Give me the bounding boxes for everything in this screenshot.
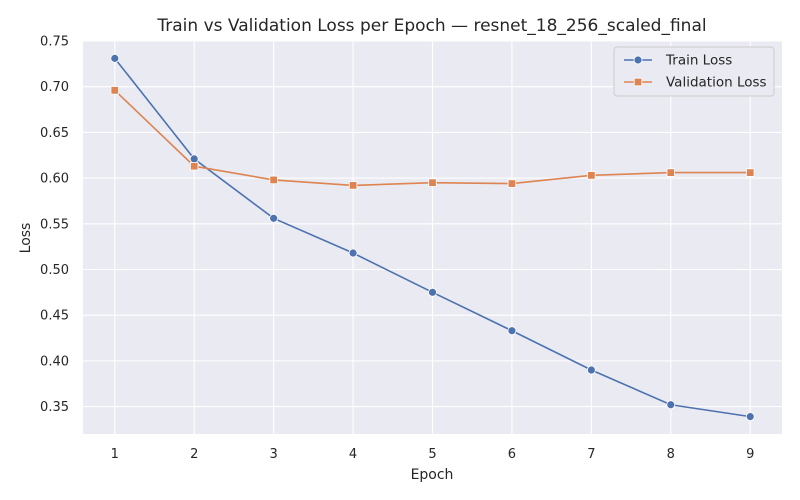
- chart-title: Train vs Validation Loss per Epoch — res…: [156, 16, 706, 36]
- data-point: [190, 162, 198, 170]
- x-tick-label: 8: [667, 447, 675, 462]
- y-tick-label: 0.50: [40, 263, 69, 278]
- legend: Train Loss Validation Loss: [614, 47, 774, 96]
- y-axis-label: Loss: [18, 223, 34, 254]
- legend-marker: [634, 78, 642, 86]
- legend-marker: [634, 56, 642, 64]
- data-point: [746, 169, 754, 177]
- data-point: [111, 54, 119, 62]
- x-tick-label: 2: [190, 447, 198, 462]
- legend-label: Validation Loss: [666, 75, 767, 91]
- x-tick-label: 5: [428, 447, 436, 462]
- data-point: [587, 366, 595, 374]
- y-tick-label: 0.75: [40, 35, 69, 50]
- data-point: [667, 401, 675, 409]
- data-point: [508, 327, 516, 335]
- y-tick-label: 0.60: [40, 172, 69, 187]
- data-point: [746, 413, 754, 421]
- x-tick-label: 9: [746, 447, 754, 462]
- data-point: [270, 214, 278, 222]
- data-point: [190, 155, 198, 163]
- x-axis-label: Epoch: [411, 467, 454, 483]
- data-point: [270, 176, 278, 184]
- x-tick-label: 6: [508, 447, 516, 462]
- x-tick-label: 3: [269, 447, 277, 462]
- data-point: [429, 179, 437, 187]
- y-tick-label: 0.45: [40, 309, 69, 324]
- x-axis-ticks: 1 2 3 4 5 6 7 8 9: [111, 447, 755, 462]
- y-tick-label: 0.70: [40, 80, 69, 95]
- data-point: [667, 169, 675, 177]
- y-tick-label: 0.55: [40, 217, 69, 232]
- x-tick-label: 1: [111, 447, 119, 462]
- x-tick-label: 4: [349, 447, 357, 462]
- y-tick-label: 0.65: [40, 126, 69, 141]
- x-tick-label: 7: [587, 447, 595, 462]
- y-tick-label: 0.40: [40, 354, 69, 369]
- data-point: [508, 180, 516, 188]
- data-point: [349, 182, 357, 190]
- data-point: [429, 288, 437, 296]
- data-point: [111, 87, 119, 95]
- y-axis-ticks: 0.35 0.40 0.45 0.50 0.55 0.60 0.65 0.70 0.75: [40, 35, 69, 416]
- data-point: [349, 249, 357, 257]
- y-tick-label: 0.35: [40, 400, 69, 415]
- data-point: [588, 172, 596, 180]
- legend-label: Train Loss: [665, 53, 732, 69]
